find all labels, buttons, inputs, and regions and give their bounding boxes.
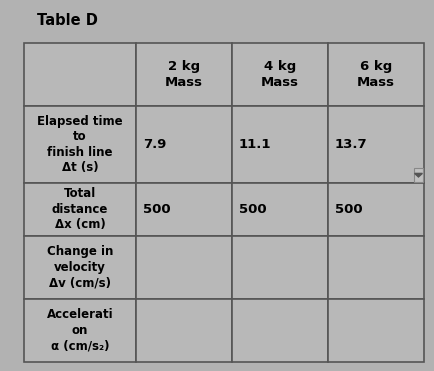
Bar (136, 299, 231, 362)
Bar (231, 183, 327, 236)
Bar (231, 236, 327, 299)
Text: Table D: Table D (37, 13, 98, 28)
Bar (24, 183, 136, 236)
Bar (327, 299, 423, 362)
Text: 11.1: 11.1 (238, 138, 271, 151)
Bar (327, 236, 423, 299)
Text: 2 kg
Mass: 2 kg Mass (164, 60, 203, 89)
Bar (24, 43, 136, 106)
Text: 500: 500 (334, 203, 362, 216)
Text: 6 kg
Mass: 6 kg Mass (356, 60, 394, 89)
Text: 500: 500 (238, 203, 266, 216)
Bar (24, 299, 136, 362)
Text: 7.9: 7.9 (143, 138, 166, 151)
Text: Total
distance
Δx (cm): Total distance Δx (cm) (52, 187, 108, 231)
Bar (327, 183, 423, 236)
Bar (136, 236, 231, 299)
Bar (136, 183, 231, 236)
Text: 13.7: 13.7 (334, 138, 367, 151)
Text: 4 kg
Mass: 4 kg Mass (260, 60, 298, 89)
Bar (327, 43, 423, 106)
Text: Elapsed time
to
finish line
Δt (s): Elapsed time to finish line Δt (s) (37, 115, 122, 174)
Text: 500: 500 (143, 203, 170, 216)
Bar (24, 106, 136, 183)
Bar (231, 106, 327, 183)
Bar (136, 106, 231, 183)
Text: Accelerati
on
α (cm/s₂): Accelerati on α (cm/s₂) (46, 308, 113, 352)
Bar (231, 299, 327, 362)
Bar (24, 236, 136, 299)
Bar (413, 168, 422, 182)
Bar (231, 43, 327, 106)
Polygon shape (414, 173, 421, 177)
Bar (327, 106, 423, 183)
Bar (136, 43, 231, 106)
Text: Change in
velocity
Δv (cm/s): Change in velocity Δv (cm/s) (47, 245, 113, 289)
